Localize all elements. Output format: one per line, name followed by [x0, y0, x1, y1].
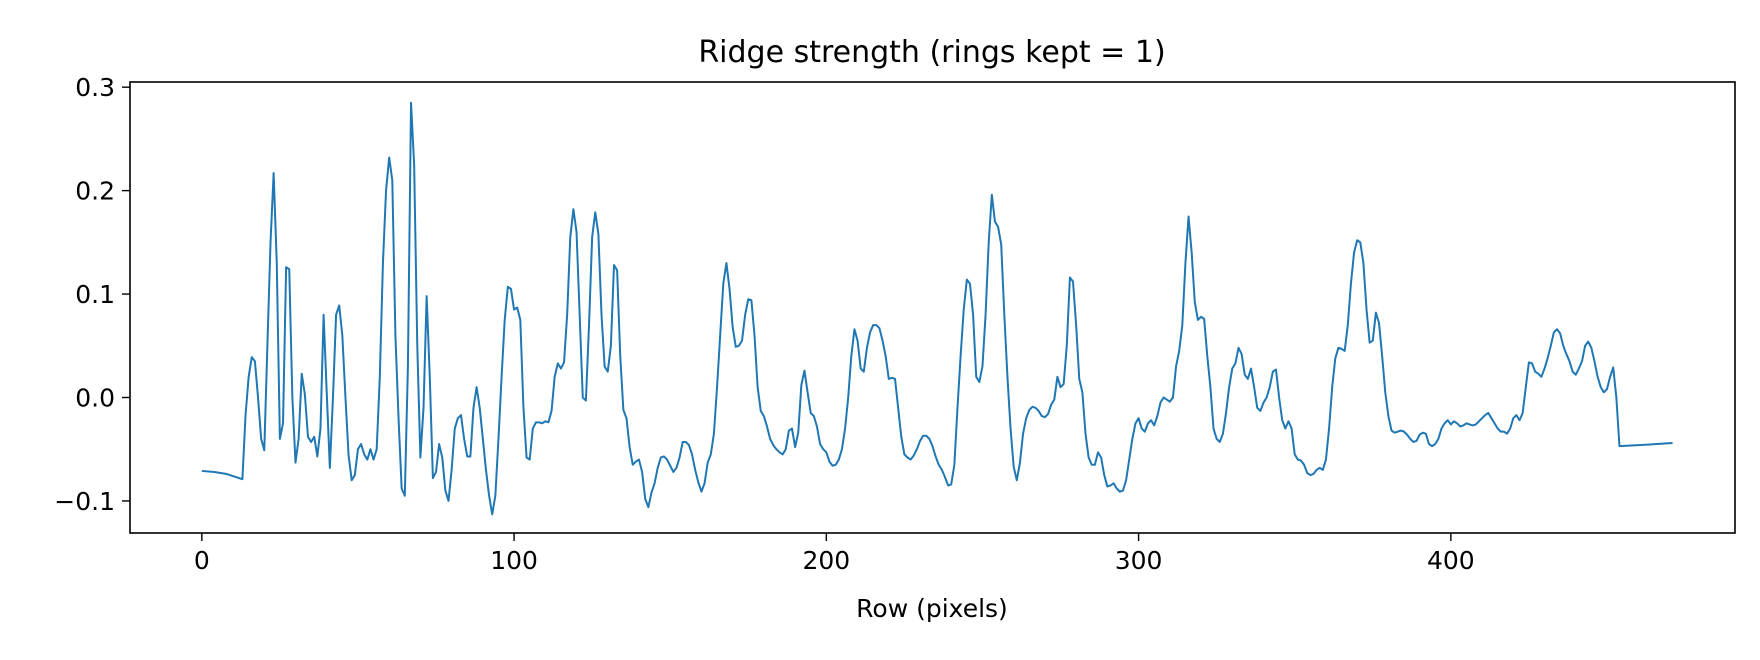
- axes-frame: [129, 81, 1736, 534]
- y-tick-label: 0.3: [75, 73, 115, 102]
- x-tick-label: 400: [1427, 546, 1475, 575]
- x-tick-label: 200: [802, 546, 850, 575]
- chart-title: Ridge strength (rings kept = 1): [698, 35, 1165, 70]
- series-line-0: [201, 101, 1673, 516]
- x-tick-label: 300: [1115, 546, 1163, 575]
- x-axis: 0 100 200 300 400: [194, 533, 1475, 575]
- plot-area: [201, 101, 1673, 516]
- y-axis: −0.1 0.0 0.1 0.2 0.3: [54, 73, 130, 516]
- y-tick-label: −0.1: [54, 487, 115, 516]
- x-axis-label: Row (pixels): [856, 594, 1008, 623]
- y-tick-label: 0.1: [75, 280, 115, 309]
- x-tick-label: 100: [490, 546, 538, 575]
- y-tick-label: 0.0: [75, 383, 115, 412]
- x-tick-label: 0: [194, 546, 210, 575]
- y-tick-label: 0.2: [75, 177, 115, 206]
